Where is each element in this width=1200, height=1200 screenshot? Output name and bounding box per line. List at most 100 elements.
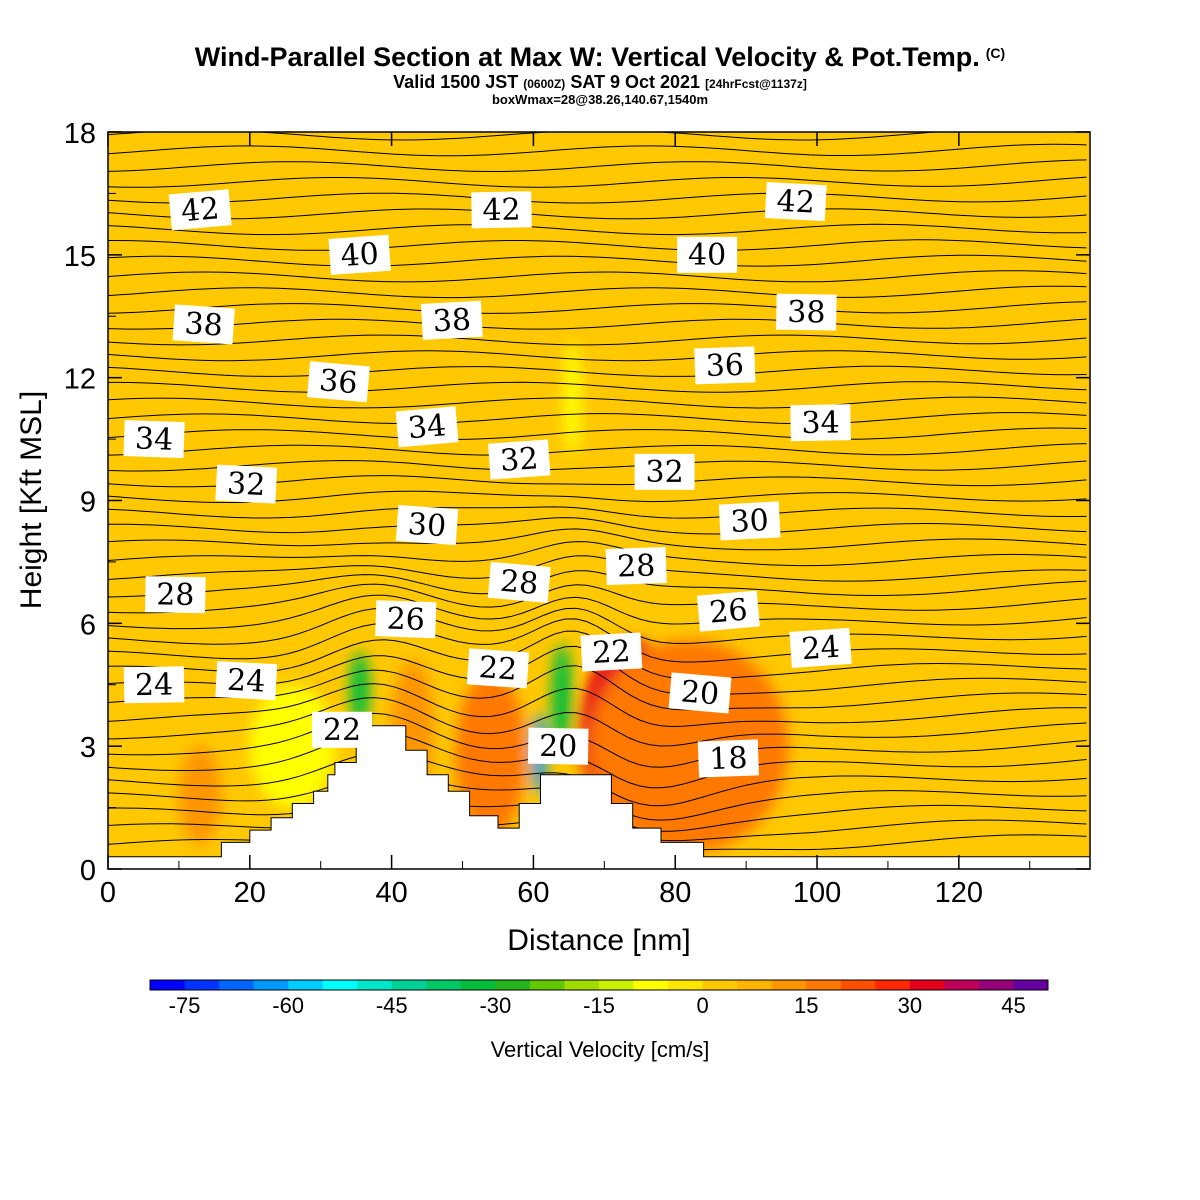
contour-label: 42 [168,189,232,231]
chart-title-text: Wind-Parallel Section at Max W: Vertical… [194,42,980,72]
contour-label-text: 38 [432,302,472,339]
contour-label-bg [215,661,278,701]
contour-label: 18 [697,739,760,778]
colorbar-swatch [253,980,289,990]
contour-label-bg [123,420,185,459]
theta-contour-line [108,731,1087,789]
contour-label: 42 [471,191,532,229]
contour-label: 24 [789,627,852,668]
colorbar-swatch [633,980,669,990]
contour-label-bg [694,346,756,385]
theta-contour-line [108,192,1087,204]
colorbar-swatch [806,980,842,990]
y-tick-label: 0 [80,855,96,887]
box-max-info: boxWmax=28@38.26,140.67,1540m [491,92,709,107]
contour-label-text: 24 [226,663,266,700]
contour-label-text: 32 [645,455,683,490]
theta-contour-line [108,381,1087,393]
contour-label: 28 [145,576,206,614]
theta-contour-line [108,683,1087,728]
vertical-velocity-field [178,340,789,853]
contour-label-text: 20 [679,674,720,712]
contour-label-text: 42 [180,191,221,229]
colorbar-swatch [564,980,600,990]
contour-label-bg [311,711,372,748]
contour-label-text: 24 [135,667,174,703]
chart-title: Wind-Parallel Section at Max W: Vertical… [0,42,1200,73]
colorbar-tick-label: 0 [696,993,708,1018]
x-tick-label: 120 [935,877,983,909]
colorbar-tick-label: 30 [898,993,922,1018]
colorbar-label: Vertical Velocity [cm/s] [491,1037,710,1062]
terrain-mask [108,725,1090,869]
colorbar-swatch [599,980,635,990]
colorbar-tick-label: -45 [376,993,408,1018]
colorbar-swatch [840,980,876,990]
contour-label-bg [328,234,391,275]
theta-contour-line [108,412,1087,425]
colorbar-swatch [322,980,358,990]
theta-contour-line [108,712,1087,768]
theta-contour-line [108,223,1087,236]
theta-contour-line [108,541,1087,567]
colorbar-swatch [668,980,704,990]
contour-label: 32 [215,464,278,504]
theta-contour-line [108,697,1087,747]
contour-label: 24 [215,661,278,701]
contour-label-bg [395,505,459,546]
theta-contour-line [108,350,1087,362]
colorbar-swatch [1013,980,1049,990]
contour-label-text: 26 [708,592,749,630]
colorbar-tick-label: -15 [583,993,615,1018]
contour-label: 38 [172,304,235,345]
theta-contour-line [108,583,1087,614]
contour-label-bg [605,546,667,586]
contour-label: 36 [306,361,370,403]
theta-contour-line [108,517,1087,535]
theta-contour-line [108,318,1087,330]
contour-label-bg [697,739,760,778]
x-tick-label: 80 [659,877,691,909]
contour-label-bg [375,600,437,639]
x-tick-label: 60 [517,877,549,909]
contour-label: 32 [488,439,551,480]
theta-contour-line [108,365,1087,377]
contour-label-bg [487,561,551,603]
contour-label-text: 22 [591,634,631,671]
contour-label-text: 22 [478,650,519,688]
contour-label-text: 28 [499,564,540,602]
w-blob [590,639,789,853]
colorbar-swatch [426,980,462,990]
contour-label-bg [145,576,206,614]
colorbar-swatch [944,980,980,990]
contour-label-text: 40 [688,238,726,273]
theta-contour-line [108,301,1087,314]
contour-label: 34 [395,406,459,448]
contour-label-text: 40 [339,237,380,275]
contour-label: 34 [790,404,851,442]
valid-time: Valid 1500 JST (0600Z) SAT 9 Oct 2021 [2… [0,72,1200,93]
contour-label-text: 34 [134,421,173,457]
x-tick-label: 40 [375,877,407,909]
contour-label: 38 [420,300,483,340]
theta-contour-line [108,594,1087,630]
colorbar: -75 -60 -45 -30 -15 0 15 30 45 [149,979,1049,1018]
y-tick-label: 9 [80,487,96,519]
contour-label: 38 [776,293,837,331]
contour-label: 30 [395,505,459,546]
theta-contour-line [108,555,1087,582]
valid-date: SAT 9 Oct 2021 [570,72,701,92]
theta-contour-line [108,443,1087,456]
colorbar-frame [149,979,1049,991]
contour-label-bg [215,464,278,504]
theta-contour-line [108,176,1087,188]
theta-contour-line [108,334,1087,346]
y-tick-label: 15 [64,241,96,273]
y-axis-label: Height [Kft MSL] [15,391,48,609]
colorbar-tick-label: 45 [1001,993,1025,1018]
contour-label-bg [789,627,852,668]
contour-label-text: 32 [499,441,540,479]
contour-label: 34 [123,420,185,459]
theta-contour-line [108,208,1087,220]
